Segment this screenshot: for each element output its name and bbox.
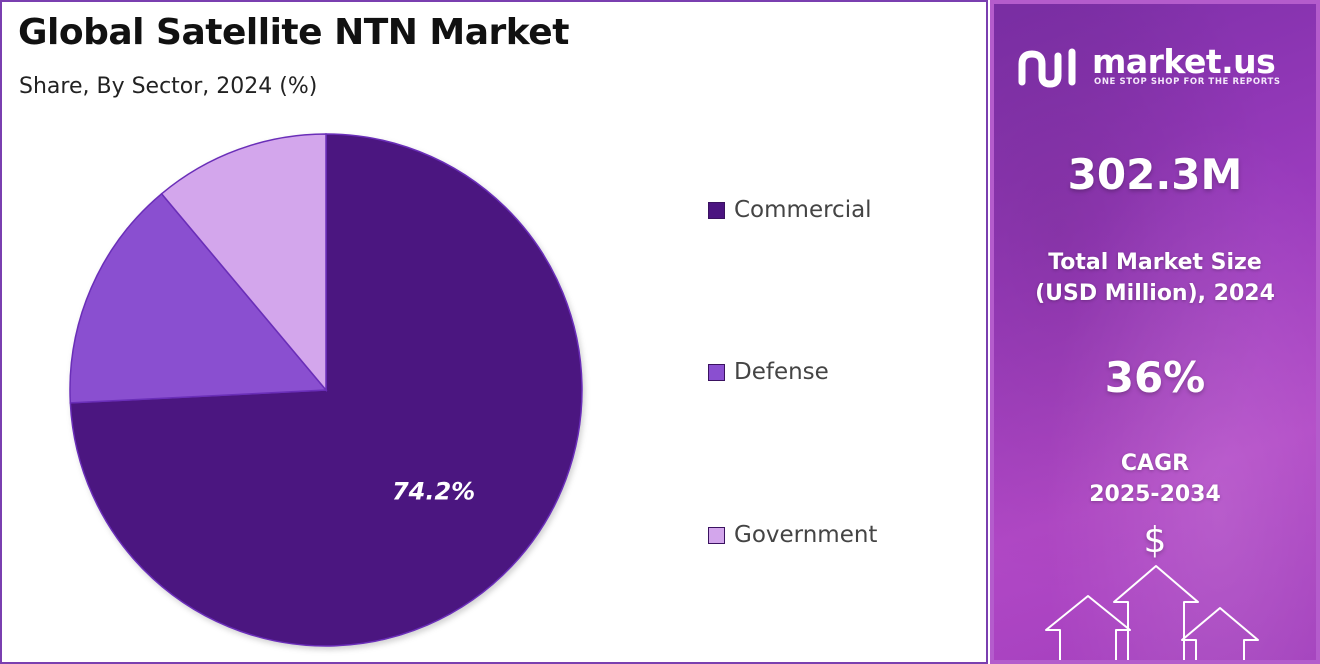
legend-item-commercial: Commercial (708, 195, 872, 225)
pie-slice-defense (69, 192, 328, 404)
arrow-up-icon-left (1045, 595, 1131, 660)
legend-swatch-government (708, 526, 725, 544)
chart-subtitle: Share, By Sector, 2024 (%) (19, 74, 318, 99)
market-size-label-line1: Total Market Size (1048, 250, 1262, 275)
cagr-value: 36% (1104, 353, 1206, 402)
pie-slice-government (160, 133, 327, 393)
legend-swatch-commercial (708, 201, 725, 219)
arrow-up-icon-right (1181, 607, 1259, 660)
legend-label-commercial: Commercial (734, 197, 872, 223)
legend-item-government: Government (708, 520, 877, 550)
cagr-label-line2: 2025-2034 (1089, 482, 1221, 507)
brand-tagline: ONE STOP SHOP FOR THE REPORTS (1094, 77, 1281, 87)
growth-arrows-illustration (1045, 565, 1259, 660)
background-overlay (994, 4, 1316, 660)
legend-label-defense: Defense (734, 359, 829, 385)
legend-item-defense: Defense (708, 357, 829, 387)
market-size-value: 302.3M (1067, 150, 1243, 199)
pie-chart: 74.2% (69, 133, 583, 647)
dollar-icon: $ (1143, 520, 1167, 561)
legend-swatch-defense (708, 363, 725, 381)
data-label-commercial: 74.2% (392, 477, 475, 505)
chart-title: Global Satellite NTN Market (18, 12, 569, 53)
cagr-label-line1: CAGR (1120, 451, 1190, 476)
brand-name: market.us (1092, 42, 1276, 81)
chart-panel: Global Satellite NTN Market Share, By Se… (0, 0, 988, 664)
market-size-label-line2: (USD Million), 2024 (1035, 281, 1275, 306)
legend-label-government: Government (734, 522, 878, 548)
market-us-logo-icon (1018, 48, 1076, 88)
brand: market.us ONE STOP SHOP FOR THE REPORTS (1016, 42, 1306, 92)
summary-panel: market.us ONE STOP SHOP FOR THE REPORTS … (990, 0, 1320, 664)
legend: Commercial Defense Government (708, 2, 968, 664)
arrow-up-icon-center (1113, 565, 1199, 660)
